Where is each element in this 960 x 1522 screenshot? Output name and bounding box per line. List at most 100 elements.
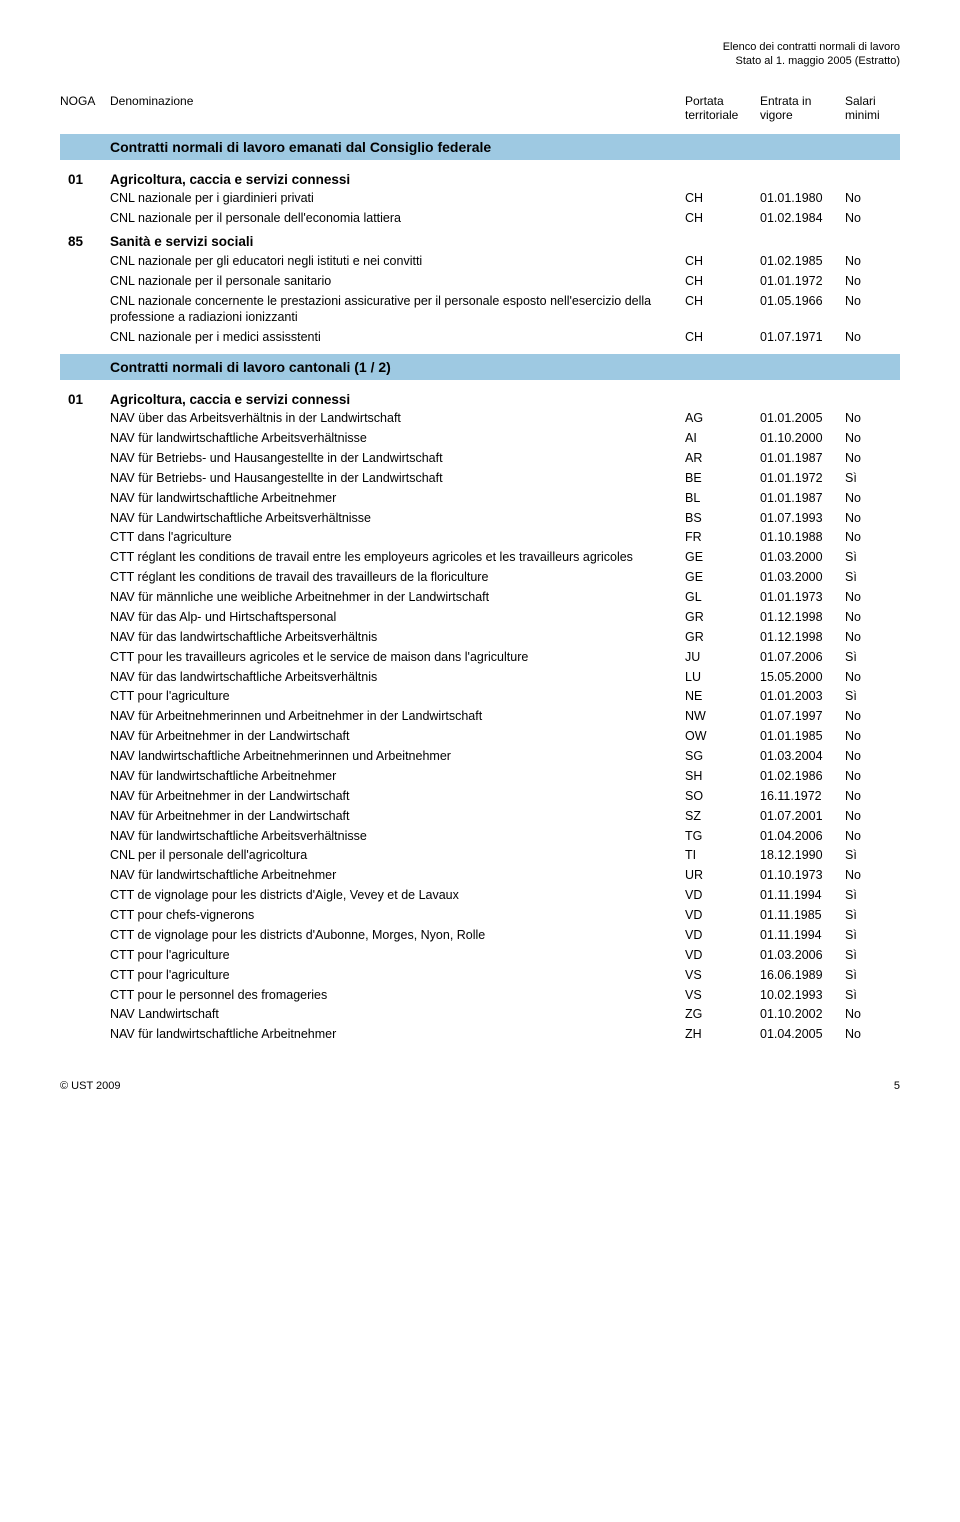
row-entr: 01.01.2003 bbox=[760, 688, 845, 705]
section1-title: Contratti normali di lavoro emanati dal … bbox=[60, 134, 900, 160]
row-label: NAV für Arbeitnehmerinnen und Arbeitnehm… bbox=[60, 708, 685, 725]
table-row: NAV für landwirtschaftliche Arbeitnehmer… bbox=[60, 866, 900, 886]
row-entr: 01.12.1998 bbox=[760, 629, 845, 646]
table-row: NAV für landwirtschaftliche Arbeitsverhä… bbox=[60, 429, 900, 449]
row-port: CH bbox=[685, 210, 760, 227]
row-entr: 01.01.1980 bbox=[760, 190, 845, 207]
header-line2: Stato al 1. maggio 2005 (Estratto) bbox=[60, 54, 900, 68]
row-port: FR bbox=[685, 529, 760, 546]
row-sal: No bbox=[845, 210, 900, 227]
row-sal: No bbox=[845, 609, 900, 626]
row-entr: 01.07.1971 bbox=[760, 329, 845, 346]
table-row: NAV für landwirtschaftliche Arbeitnehmer… bbox=[60, 766, 900, 786]
row-entr: 01.11.1985 bbox=[760, 907, 845, 924]
row-label: CTT pour l'agriculture bbox=[60, 967, 685, 984]
row-label: NAV für das Alp- und Hirtschaftspersonal bbox=[60, 609, 685, 626]
row-port: ZG bbox=[685, 1006, 760, 1023]
row-sal: No bbox=[845, 669, 900, 686]
table-row: CTT pour l'agricultureVD01.03.2006Sì bbox=[60, 945, 900, 965]
row-port: VS bbox=[685, 967, 760, 984]
row-port: CH bbox=[685, 273, 760, 290]
row-port: VD bbox=[685, 947, 760, 964]
row-port: SH bbox=[685, 768, 760, 785]
row-label: CNL nazionale concernente le prestazioni… bbox=[60, 293, 685, 327]
table-row: NAV für landwirtschaftliche Arbeitnehmer… bbox=[60, 488, 900, 508]
table-row: NAV für Arbeitnehmerinnen und Arbeitnehm… bbox=[60, 707, 900, 727]
row-entr: 01.02.1986 bbox=[760, 768, 845, 785]
row-port: OW bbox=[685, 728, 760, 745]
row-sal: No bbox=[845, 253, 900, 270]
column-headers: NOGA Denominazione Portata territoriale … bbox=[60, 94, 900, 122]
row-port: VD bbox=[685, 887, 760, 904]
row-port: AG bbox=[685, 410, 760, 427]
table-row: NAV für männliche une weibliche Arbeitne… bbox=[60, 588, 900, 608]
row-port: ZH bbox=[685, 1026, 760, 1043]
table-row: NAV für Betriebs- und Hausangestellte in… bbox=[60, 448, 900, 468]
row-label: NAV über das Arbeitsverhältnis in der La… bbox=[60, 410, 685, 427]
table-row: NAV über das Arbeitsverhältnis in der La… bbox=[60, 409, 900, 429]
row-sal: No bbox=[845, 329, 900, 346]
row-entr: 01.01.1987 bbox=[760, 450, 845, 467]
row-entr: 01.11.1994 bbox=[760, 887, 845, 904]
table-row: CTT réglant les conditions de travail de… bbox=[60, 568, 900, 588]
row-label: CTT pour l'agriculture bbox=[60, 688, 685, 705]
row-entr: 01.07.1997 bbox=[760, 708, 845, 725]
row-label: NAV für Betriebs- und Hausangestellte in… bbox=[60, 450, 685, 467]
row-sal: Sì bbox=[845, 887, 900, 904]
group-header: 85Sanità e servizi sociali bbox=[60, 228, 900, 251]
row-label: CNL nazionale per il personale sanitario bbox=[60, 273, 685, 290]
table-row: CNL nazionale per i giardinieri privatiC… bbox=[60, 189, 900, 209]
section2-title: Contratti normali di lavoro cantonali (1… bbox=[60, 354, 900, 380]
row-port: NW bbox=[685, 708, 760, 725]
footer-left: © UST 2009 bbox=[60, 1080, 121, 1092]
table-row: NAV für das landwirtschaftliche Arbeitsv… bbox=[60, 667, 900, 687]
row-label: CNL per il personale dell'agricoltura bbox=[60, 847, 685, 864]
row-label: CNL nazionale per il personale dell'econ… bbox=[60, 210, 685, 227]
row-sal: No bbox=[845, 828, 900, 845]
table-row: CNL nazionale per gli educatori negli is… bbox=[60, 251, 900, 271]
row-sal: Sì bbox=[845, 967, 900, 984]
doc-header: Elenco dei contratti normali di lavoro S… bbox=[60, 40, 900, 69]
row-entr: 01.03.2006 bbox=[760, 947, 845, 964]
row-sal: No bbox=[845, 273, 900, 290]
table-row: CTT de vignolage pour les districts d'Ai… bbox=[60, 886, 900, 906]
row-port: TG bbox=[685, 828, 760, 845]
row-entr: 01.10.1973 bbox=[760, 867, 845, 884]
row-sal: No bbox=[845, 510, 900, 527]
row-sal: No bbox=[845, 748, 900, 765]
table-row: NAV für landwirtschaftliche Arbeitsverhä… bbox=[60, 826, 900, 846]
row-label: NAV Landwirtschaft bbox=[60, 1006, 685, 1023]
table-row: CNL nazionale per il personale sanitario… bbox=[60, 271, 900, 291]
col-noga: NOGA bbox=[60, 94, 110, 122]
row-sal: No bbox=[845, 768, 900, 785]
row-label: NAV für landwirtschaftliche Arbeitnehmer bbox=[60, 867, 685, 884]
table-row: CTT pour chefs-vigneronsVD01.11.1985Sì bbox=[60, 906, 900, 926]
row-port: GE bbox=[685, 549, 760, 566]
row-label: NAV für männliche une weibliche Arbeitne… bbox=[60, 589, 685, 606]
row-label: NAV für Landwirtschaftliche Arbeitsverhä… bbox=[60, 510, 685, 527]
table-row: NAV für Arbeitnehmer in der Landwirtscha… bbox=[60, 727, 900, 747]
table-row: NAV für landwirtschaftliche Arbeitnehmer… bbox=[60, 1025, 900, 1045]
row-port: CH bbox=[685, 253, 760, 270]
group-header: 01Agricoltura, caccia e servizi connessi bbox=[60, 386, 900, 409]
row-entr: 01.03.2004 bbox=[760, 748, 845, 765]
row-entr: 01.07.2006 bbox=[760, 649, 845, 666]
col-denom: Denominazione bbox=[110, 94, 685, 122]
row-sal: Sì bbox=[845, 649, 900, 666]
row-sal: Sì bbox=[845, 549, 900, 566]
row-label: NAV für Arbeitnehmer in der Landwirtscha… bbox=[60, 808, 685, 825]
row-label: CTT réglant les conditions de travail en… bbox=[60, 549, 685, 566]
row-label: CTT de vignolage pour les districts d'Au… bbox=[60, 927, 685, 944]
row-entr: 16.11.1972 bbox=[760, 788, 845, 805]
group-title: Sanità e servizi sociali bbox=[110, 234, 900, 249]
table-row: NAV landwirtschaftliche Arbeitnehmerinne… bbox=[60, 747, 900, 767]
row-entr: 01.07.1993 bbox=[760, 510, 845, 527]
row-label: NAV für Arbeitnehmer in der Landwirtscha… bbox=[60, 788, 685, 805]
table-row: NAV für Arbeitnehmer in der Landwirtscha… bbox=[60, 786, 900, 806]
row-label: CTT de vignolage pour les districts d'Ai… bbox=[60, 887, 685, 904]
row-entr: 01.12.1998 bbox=[760, 609, 845, 626]
row-port: SZ bbox=[685, 808, 760, 825]
row-sal: Sì bbox=[845, 907, 900, 924]
table-row: CTT pour le personnel des fromageriesVS1… bbox=[60, 985, 900, 1005]
row-sal: No bbox=[845, 788, 900, 805]
